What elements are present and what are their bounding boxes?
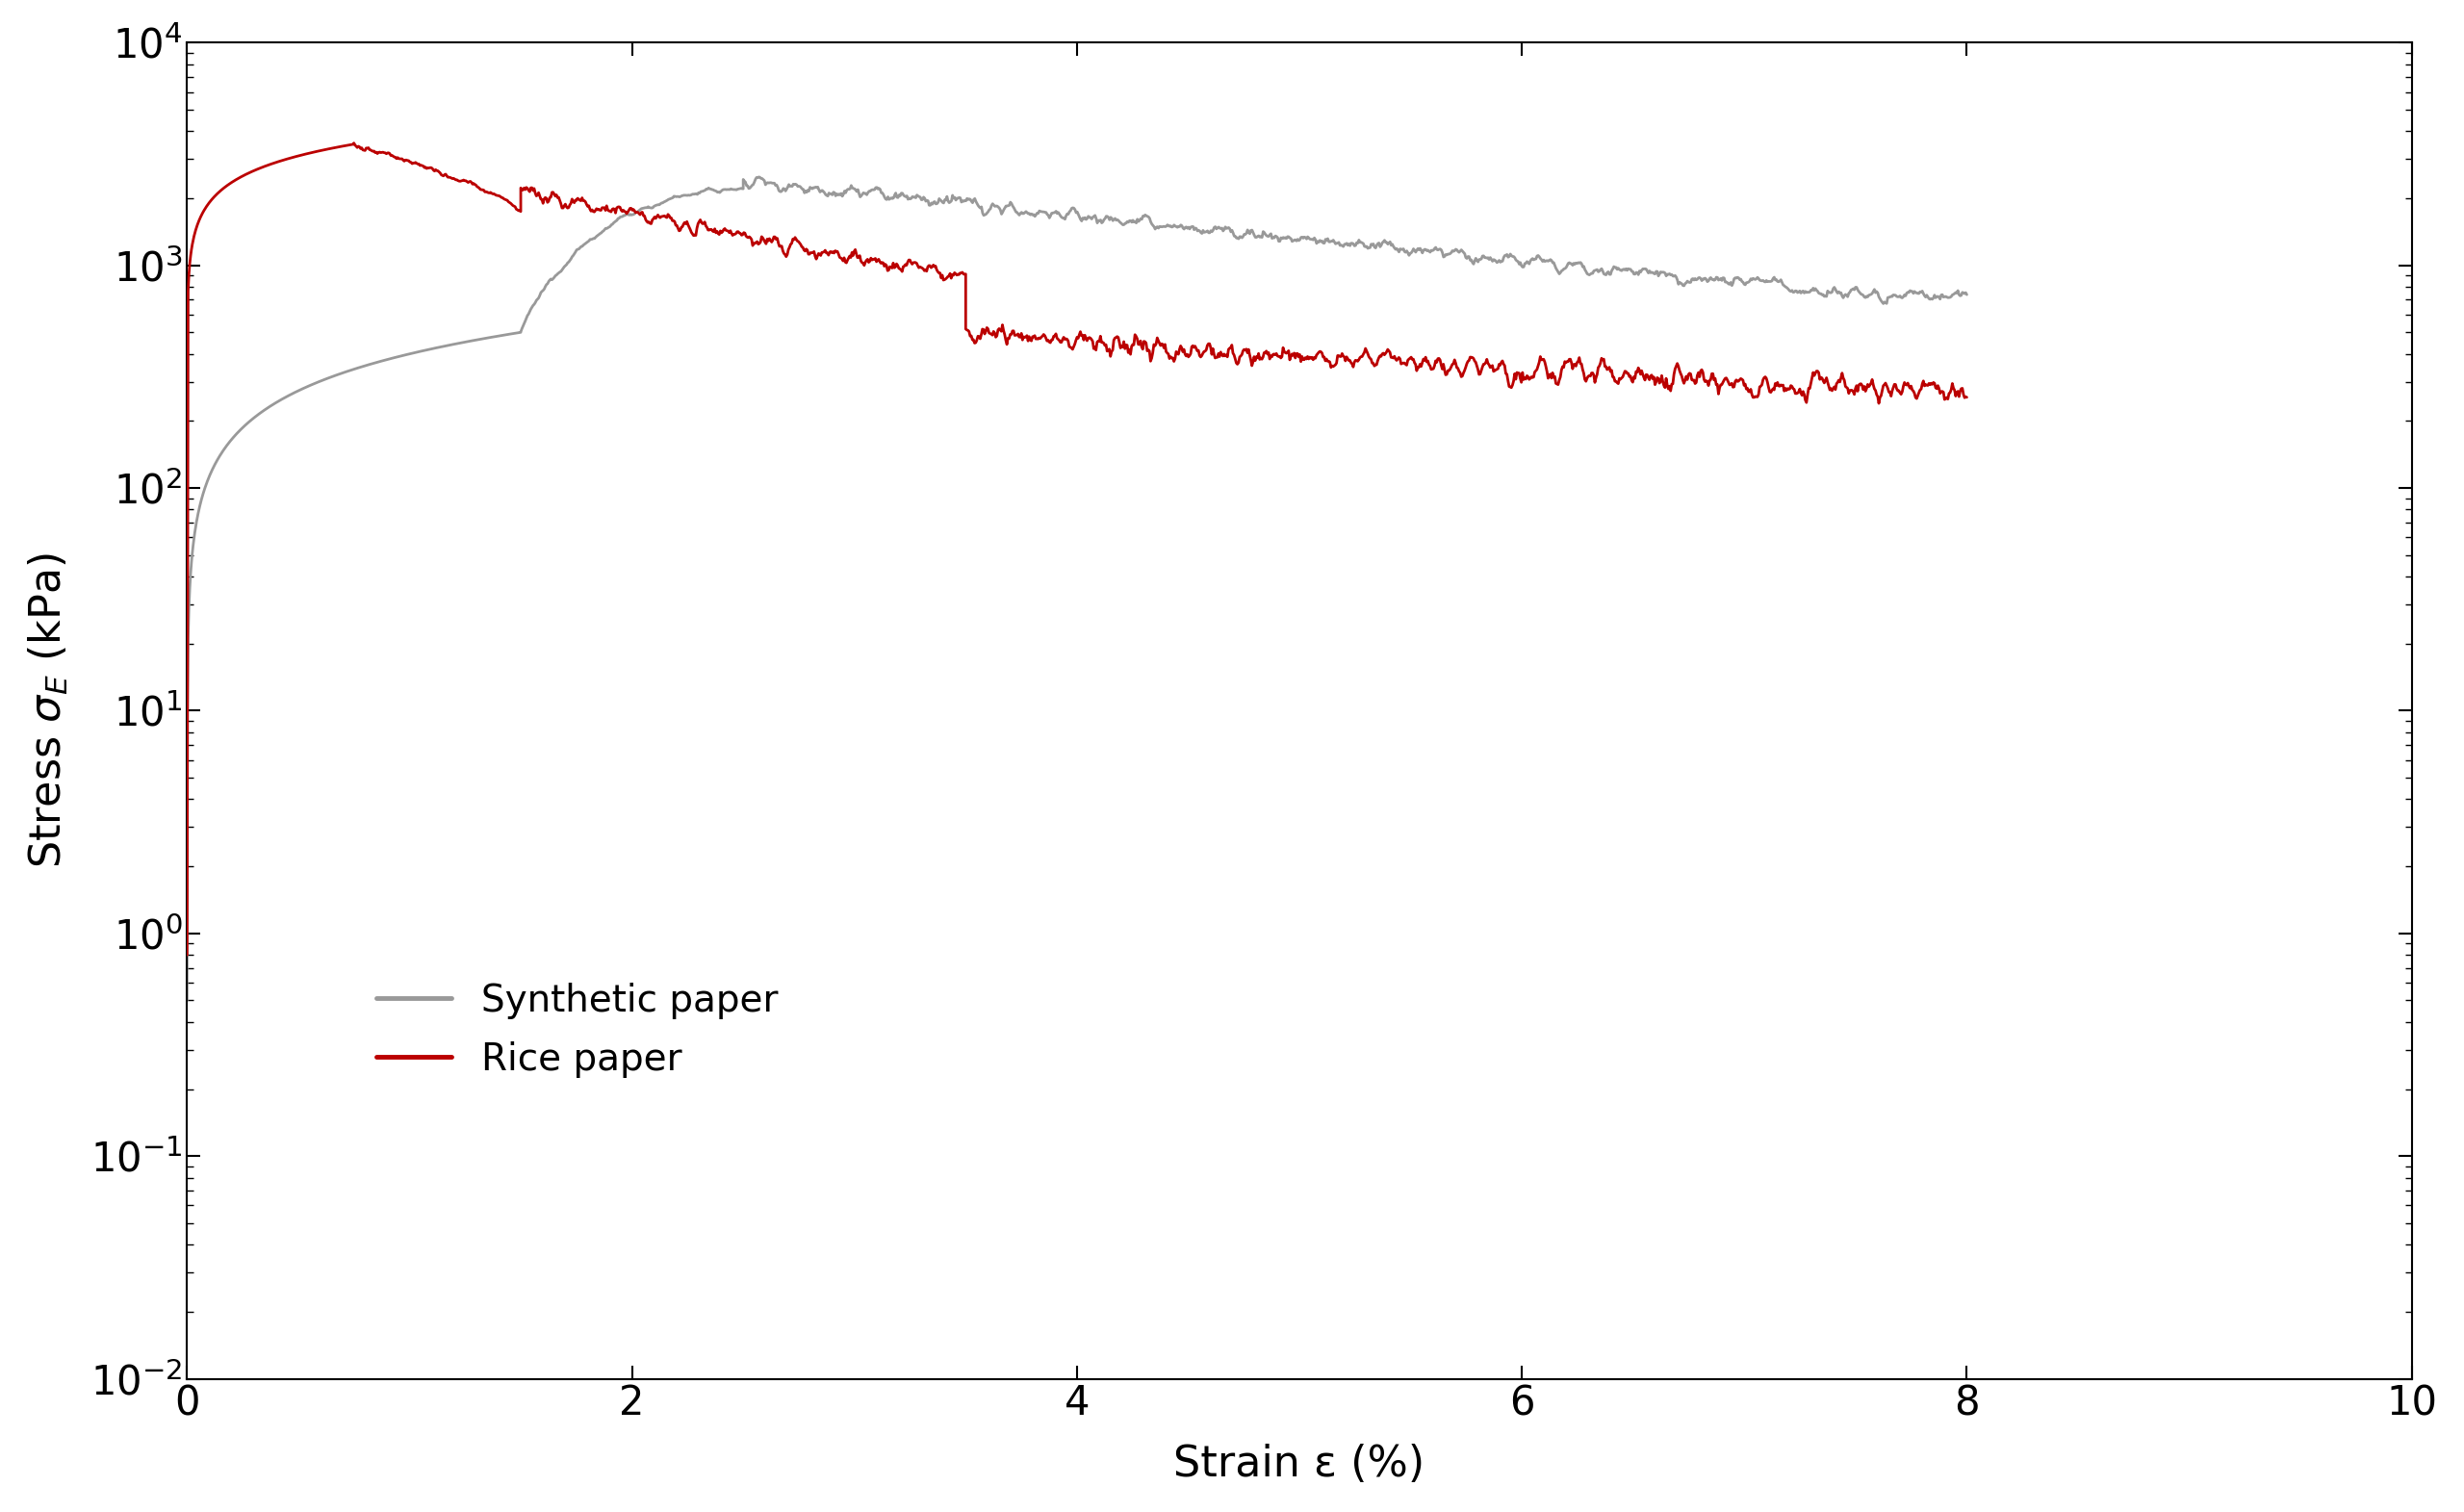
- X-axis label: Strain ε (%): Strain ε (%): [1173, 1444, 1424, 1485]
- Legend: Synthetic paper, Rice paper: Synthetic paper, Rice paper: [362, 968, 793, 1093]
- Rice paper: [172, 947, 202, 965]
- Y-axis label: Stress $\sigma_E$ (kPa): Stress $\sigma_E$ (kPa): [27, 553, 71, 868]
- Synthetic paper: [1124, 210, 1153, 228]
- Synthetic paper: [1412, 242, 1441, 260]
- Rice paper: [259, 154, 288, 172]
- Synthetic paper: [744, 168, 774, 186]
- Synthetic paper: [1183, 222, 1212, 240]
- Rice paper: [769, 242, 798, 260]
- Rice paper: [340, 135, 370, 153]
- Line: Rice paper: Rice paper: [187, 144, 1966, 956]
- Line: Synthetic paper: Synthetic paper: [187, 177, 1966, 1001]
- Rice paper: [172, 885, 202, 903]
- Synthetic paper: [919, 194, 949, 212]
- Rice paper: [1735, 383, 1764, 401]
- Synthetic paper: [1148, 218, 1178, 236]
- Synthetic paper: [172, 992, 202, 1010]
- Synthetic paper: [1951, 286, 1981, 304]
- Rice paper: [488, 189, 517, 207]
- Synthetic paper: [352, 355, 382, 373]
- Rice paper: [784, 231, 813, 249]
- Rice paper: [1951, 389, 1981, 407]
